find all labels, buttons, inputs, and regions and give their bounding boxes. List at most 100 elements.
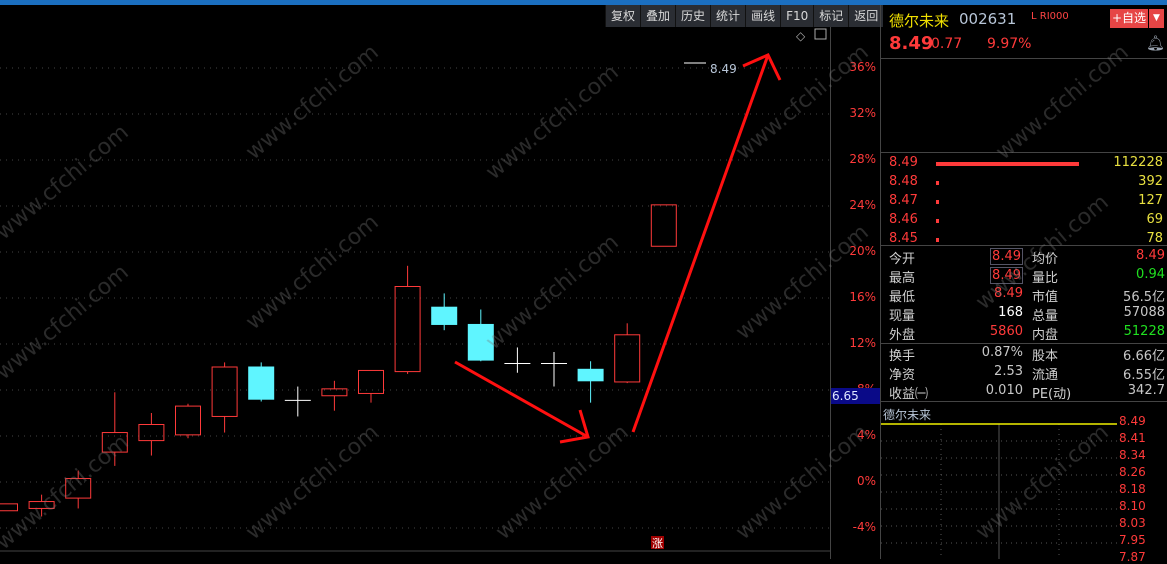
orderbook-row[interactable]: 8.47 127 [889, 193, 1163, 212]
orderbook-row[interactable]: 8.46 69 [889, 212, 1163, 231]
price-change: 0.77 [931, 36, 963, 52]
candle-body [101, 432, 128, 453]
stat-label: 总量 [1032, 309, 1059, 324]
panel-toggle-icon[interactable] [814, 28, 827, 40]
stock-code: 002631 [959, 10, 1017, 28]
stock-name: 德尔未来 [889, 12, 950, 30]
quote-panel: 德尔未来 002631 L RI000 +自选 ▼ 8.49 0.77 9.97… [880, 5, 1167, 564]
toolbar-overlay-button[interactable]: 叠加 [640, 5, 675, 27]
bid-volume: 69 [1146, 212, 1163, 227]
mini-axis-tick: 7.95 [1119, 533, 1146, 547]
bid-price: 8.49 [889, 155, 918, 170]
mini-axis-tick: 8.03 [1119, 516, 1146, 530]
last-price: 8.49 [889, 33, 934, 54]
y-axis-tick: 32% [849, 106, 876, 120]
toolbar-back-button[interactable]: 返回 [848, 5, 883, 27]
mini-axis-tick: 8.10 [1119, 499, 1146, 513]
bell-icon[interactable]: 🔔︎ [1146, 34, 1166, 52]
candle-body [65, 478, 92, 499]
volume-bar [936, 162, 1079, 166]
orderbook-row[interactable]: 8.45 78 [889, 231, 1163, 250]
bid-volume: 392 [1138, 174, 1163, 189]
candle-body [321, 388, 348, 397]
volume-bar [936, 181, 939, 185]
stat-label: 最高 [889, 271, 916, 286]
y-axis-tick: 0% [856, 474, 876, 488]
stat-label: 市值 [1032, 290, 1059, 305]
divider [881, 401, 1167, 402]
bid-volume: 112228 [1113, 155, 1163, 170]
candlestick-chart[interactable]: 8.49 ◇ 涨 [0, 27, 830, 559]
stat-value: 168 [998, 305, 1023, 320]
volume-bar [936, 219, 939, 223]
stat-label: 外盘 [889, 328, 916, 343]
stat-label: 今开 [889, 252, 916, 267]
candle-body [175, 405, 201, 436]
mini-axis-tick: 7.87 [1119, 550, 1146, 564]
add-watchlist-button[interactable]: +自选 [1110, 9, 1148, 28]
stat-value: 342.7 [1127, 383, 1165, 398]
candle-body [577, 368, 604, 382]
limit-up-label: 涨 [652, 537, 663, 550]
stat-label: 均价 [1032, 252, 1059, 267]
stat-label: 收益㈠ [889, 387, 929, 402]
toolbar-history-button[interactable]: 历史 [675, 5, 710, 27]
stat-value: 0.87% [981, 345, 1023, 360]
y-axis-tick: 36% [849, 60, 876, 74]
candle-body [394, 286, 421, 373]
toolbar-stats-button[interactable]: 统计 [710, 5, 745, 27]
stat-label: 量比 [1032, 271, 1059, 286]
toolbar-draw-button[interactable]: 画线 [745, 5, 780, 27]
divider [881, 245, 1167, 246]
current-price-label: 6.65 [831, 388, 880, 404]
divider [881, 152, 1167, 153]
y-axis-tick: 20% [849, 244, 876, 258]
mini-chart-title: 德尔未来 [883, 408, 932, 422]
toolbar-f10-button[interactable]: F10 [780, 5, 813, 27]
stats-row: 收益㈠ 0.010 PE(动) 342.7 [889, 383, 1165, 402]
bid-volume: 127 [1138, 193, 1163, 208]
mini-axis-tick: 8.41 [1119, 431, 1146, 445]
stat-value: 8.49 [990, 248, 1023, 265]
arrow-down-head [559, 409, 590, 444]
bid-price: 8.45 [889, 231, 918, 246]
stats-row: 净资 2.53 流通 6.55亿 [889, 364, 1165, 383]
toolbar-mark-button[interactable]: 标记 [813, 5, 848, 27]
stats-row: 现量 168 总量 57088 [889, 305, 1165, 324]
y-axis: 36%32%28%24%20%16%12%8%4%0%-4% [830, 27, 880, 559]
stat-value: 5860 [989, 324, 1023, 339]
candle-body [431, 306, 458, 325]
stat-value: 8.49 [1136, 248, 1165, 263]
candle-body [467, 323, 494, 361]
orderbook-row[interactable]: 8.48 392 [889, 174, 1163, 193]
stat-value: 6.66亿 [1123, 349, 1165, 364]
candle-body [28, 501, 55, 509]
diamond-icon[interactable]: ◇ [796, 29, 806, 43]
stat-label: 净资 [889, 368, 916, 383]
candle-body [211, 366, 238, 417]
candle-body [358, 369, 384, 394]
stat-label: 内盘 [1032, 328, 1059, 343]
candle-body [0, 503, 18, 512]
intraday-mini-chart[interactable] [881, 420, 1117, 559]
arrow-up-line [631, 54, 770, 433]
divider [881, 58, 1167, 59]
stats-row: 换手 0.87% 股本 6.66亿 [889, 345, 1165, 364]
orderbook-row[interactable]: 8.49 112228 [889, 155, 1163, 174]
stat-label: PE(动) [1032, 387, 1072, 402]
arrow-down-line [454, 360, 589, 439]
stat-label: 流通 [1032, 368, 1059, 383]
watchlist-dropdown-icon[interactable]: ▼ [1149, 9, 1164, 28]
volume-bar [936, 200, 939, 204]
bid-price: 8.46 [889, 212, 918, 227]
stat-value: 57088 [1123, 305, 1165, 320]
max-price-label: 8.49 [710, 62, 737, 76]
bid-volume: 78 [1146, 231, 1163, 246]
window-top-bar [0, 0, 1167, 5]
candle-body [650, 204, 677, 247]
toolbar-fuquan-button[interactable]: 复权 [605, 5, 640, 27]
bid-price: 8.48 [889, 174, 918, 189]
stat-value: 2.53 [994, 364, 1023, 379]
mini-axis-tick: 8.26 [1119, 465, 1146, 479]
candle-body [248, 366, 275, 400]
